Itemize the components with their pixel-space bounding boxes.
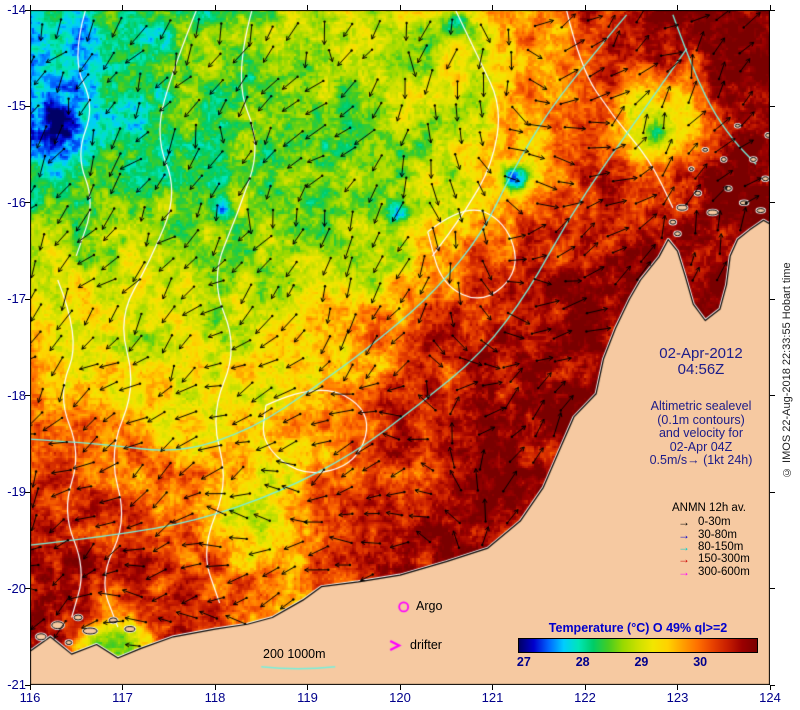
y-axis-latitude-labels: -14 -15 -16 -17 -18 -19 -20 -21	[0, 0, 28, 710]
drifter-marker-label: drifter	[410, 638, 442, 652]
axis-tick	[770, 491, 775, 493]
time-text: 04:56Z	[677, 361, 725, 378]
date-annotation: 02-Apr-2012 04:56Z	[626, 346, 776, 378]
axis-tick	[770, 298, 775, 300]
depth-range-label: 80-150m	[698, 540, 744, 553]
depth-range-label: 150-300m	[698, 553, 750, 566]
y-axis-tick-label: -21	[7, 677, 26, 692]
y-axis-tick-label: -17	[7, 291, 26, 307]
x-axis-longitude-labels: 116 117 118 119 120 121 122 123 124	[0, 690, 800, 706]
anmn-legend-row: → 0-30m	[672, 516, 800, 528]
axis-tick	[770, 202, 775, 204]
y-axis-tick-label: -15	[7, 98, 26, 114]
x-axis-tick-label: 123	[666, 690, 689, 705]
colorbar-tick-label: 30	[693, 655, 708, 669]
date-text: 02-Apr-2012	[659, 345, 743, 362]
colorbar-tick-label: 27	[516, 655, 531, 669]
anmn-legend-row: → 30-80m	[672, 527, 800, 542]
copyright-credit-text: © IMOS 22-Aug-2018 22:33:55 Hobart time	[781, 262, 793, 478]
depth-arrow-icon: →	[678, 564, 690, 579]
colorbar: Temperature (°C) O 49% ql>=2 27 28 29 30	[516, 621, 758, 670]
colorbar-title: Temperature (°C) O 49% ql>=2	[548, 621, 728, 635]
anmn-legend-row: → 150-300m	[672, 553, 800, 565]
x-axis-tick-label: 122	[574, 690, 596, 705]
altimetry-line: Altimetric sealevel	[650, 399, 752, 413]
y-axis-tick-label: -19	[7, 484, 26, 500]
depth-range-label: 0-30m	[698, 516, 731, 529]
y-axis-tick-label: -14	[7, 2, 26, 17]
depth-arrow-icon: →	[678, 527, 690, 542]
colorbar-tick-label: 28	[575, 655, 590, 669]
bathymetry-legend-label: 200 1000m	[263, 647, 326, 661]
anmn-legend-row: → 80-150m	[672, 541, 800, 553]
colorbar-tick-labels: 27 28 29 30	[516, 655, 758, 670]
altimetry-line: (0.1m contours)	[657, 412, 745, 427]
depth-arrow-icon: →	[678, 515, 690, 530]
x-axis-tick-label: 121	[481, 690, 504, 705]
colorbar-tick-label: 29	[634, 655, 649, 669]
anmn-legend-title: ANMN 12h av.	[672, 502, 746, 514]
anmn-legend-row: → 300-600m	[672, 566, 800, 578]
axis-tick	[770, 588, 775, 590]
x-axis-tick-label: 119	[297, 690, 318, 705]
x-axis-tick-label: 116	[19, 690, 41, 705]
altimetry-line: 0.5m/s→ (1kt 24h)	[649, 453, 753, 467]
altimetry-line: 02-Apr 04Z	[669, 439, 733, 454]
colorbar-gradient	[518, 638, 758, 653]
altimetry-line: and velocity for	[658, 426, 744, 440]
axis-tick	[770, 105, 775, 107]
map-plot-area: 02-Apr-2012 04:56Z Altimetric sealevel (…	[30, 10, 770, 685]
argo-marker-label: Argo	[416, 599, 443, 613]
axis-tick	[770, 684, 775, 686]
x-axis-tick-label: 118	[204, 690, 226, 705]
x-axis-tick-label: 117	[112, 690, 133, 705]
y-axis-tick-label: -20	[7, 580, 26, 596]
x-axis-tick-label: 124	[759, 690, 781, 705]
depth-arrow-icon: →	[678, 552, 690, 567]
depth-range-label: 300-600m	[698, 565, 750, 578]
sst-map-canvas	[30, 10, 770, 685]
altimetry-annotation: Altimetric sealevel (0.1m contours) and …	[616, 399, 786, 468]
depth-arrow-icon: →	[678, 539, 690, 554]
anmn-legend: ANMN 12h av. → 0-30m → 30-80m → 80-150m …	[672, 502, 800, 578]
y-axis-tick-label: -16	[7, 194, 26, 210]
axis-tick	[770, 9, 775, 11]
y-axis-tick-label: -18	[7, 387, 26, 403]
depth-range-label: 30-80m	[698, 528, 737, 541]
axis-tick	[770, 395, 775, 397]
x-axis-tick-label: 120	[389, 690, 411, 705]
